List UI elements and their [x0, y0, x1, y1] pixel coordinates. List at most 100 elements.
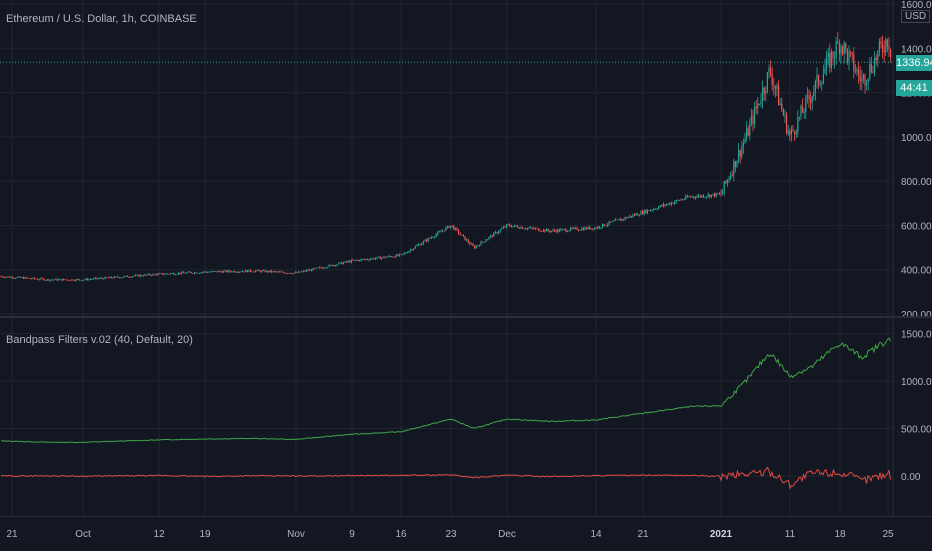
candle-body — [526, 228, 528, 229]
candle-body — [453, 225, 455, 230]
candle-body — [325, 267, 327, 269]
candle-body — [429, 238, 431, 239]
candle-body — [114, 276, 116, 279]
time-axis-label: Nov — [287, 529, 305, 540]
candle-body — [552, 229, 554, 231]
candle-body — [757, 103, 759, 109]
candle-body — [683, 198, 685, 200]
candle-body — [261, 270, 263, 272]
candle-body — [115, 276, 117, 278]
candle-body — [659, 205, 661, 207]
candle-body — [864, 75, 866, 86]
candle-body — [723, 181, 725, 192]
candle-body — [307, 270, 309, 271]
candle-body — [296, 272, 298, 274]
candle-body — [501, 228, 503, 230]
candle-body — [421, 243, 423, 246]
candle-body — [818, 75, 820, 86]
time-axis-label: 23 — [445, 529, 457, 540]
indicator-axis-label: 1000.00 — [901, 377, 932, 388]
candle-body — [560, 229, 562, 232]
pane-divider[interactable] — [0, 316, 932, 318]
candle-body — [136, 274, 138, 276]
candle-body — [171, 273, 173, 274]
candle-body — [795, 132, 797, 135]
candle-body — [602, 223, 604, 228]
candlesticks — [0, 32, 892, 282]
candle-body — [357, 260, 359, 261]
candle-body — [432, 237, 434, 239]
candle-body — [50, 279, 52, 281]
candle-body — [811, 96, 813, 103]
candle-body — [430, 237, 432, 239]
indicator-chart-svg[interactable]: 1500.00 1000.00 500.00 0.00 — [0, 318, 932, 516]
candle-body — [470, 243, 472, 245]
price-chart-pane[interactable]: 1600.001400.001200.001000.00800.00600.00… — [0, 0, 932, 316]
candle-body — [104, 277, 106, 280]
candle-body — [762, 87, 764, 102]
candle-body — [712, 193, 714, 195]
candle-body — [190, 272, 192, 274]
candle-body — [30, 278, 32, 280]
candle-body — [630, 215, 632, 217]
candle-body — [242, 271, 244, 273]
price-axis-label: 1400.00 — [901, 44, 932, 55]
time-axis[interactable]: 21 Oct 12 19 Nov 9 16 23 Dec 14 21 2021 11 18 25 — [0, 516, 932, 551]
candle-body — [589, 226, 591, 230]
candle-body — [491, 235, 493, 237]
candle-body — [466, 239, 468, 241]
candle-body — [80, 279, 82, 281]
candle-body — [718, 193, 720, 195]
candle-body — [870, 63, 872, 72]
candle-body — [134, 275, 136, 276]
candle-body — [834, 57, 836, 59]
candle-body — [827, 53, 829, 58]
symbol-title: Ethereum / U.S. Dollar, 1h, COINBASE — [6, 13, 197, 25]
candle-body — [821, 83, 823, 85]
candle-body — [182, 271, 184, 273]
candle-body — [754, 106, 756, 124]
candle-body — [117, 276, 119, 278]
time-axis-svg[interactable]: 21 Oct 12 19 Nov 9 16 23 Dec 14 21 2021 11 18 25 — [0, 517, 932, 551]
candle-body — [378, 256, 380, 258]
candle-body — [67, 279, 69, 281]
candle-body — [10, 276, 12, 278]
time-axis-label: 2021 — [710, 529, 733, 540]
candle-body — [40, 278, 42, 280]
candle-body — [211, 271, 213, 272]
candle-body — [141, 275, 143, 276]
candle-body — [878, 41, 880, 51]
candle-body — [514, 225, 516, 227]
candle-body — [374, 258, 376, 260]
candle-body — [616, 219, 618, 221]
price-chart-svg[interactable]: 1600.001400.001200.001000.00800.00600.00… — [0, 0, 932, 316]
candle-body — [810, 99, 812, 103]
candle-body — [288, 273, 290, 274]
candle-body — [603, 223, 605, 226]
candle-body — [349, 261, 351, 263]
candle-body — [741, 146, 743, 157]
candle-body — [846, 48, 848, 62]
candle-body — [59, 279, 61, 280]
candle-body — [350, 259, 352, 263]
candle-body — [499, 229, 501, 232]
candle-body — [330, 264, 332, 266]
candle-body — [498, 231, 500, 234]
candle-body — [459, 233, 461, 235]
candle-body — [163, 274, 165, 276]
candle-body — [554, 229, 556, 231]
candle-body — [726, 179, 728, 183]
candle-body — [854, 71, 856, 72]
candle-body — [869, 63, 871, 79]
candle-body — [214, 271, 216, 272]
candle-body — [317, 267, 319, 269]
indicator-pane[interactable]: 1500.00 1000.00 500.00 0.00 Bandpass Filter… — [0, 318, 932, 516]
candle-body — [131, 276, 133, 278]
candle-body — [835, 41, 837, 58]
candle-body — [872, 71, 874, 73]
candle-body — [885, 39, 887, 53]
currency-badge[interactable]: USD — [901, 10, 931, 23]
candle-body — [494, 232, 496, 233]
candle-body — [253, 271, 255, 273]
candle-body — [74, 280, 76, 282]
